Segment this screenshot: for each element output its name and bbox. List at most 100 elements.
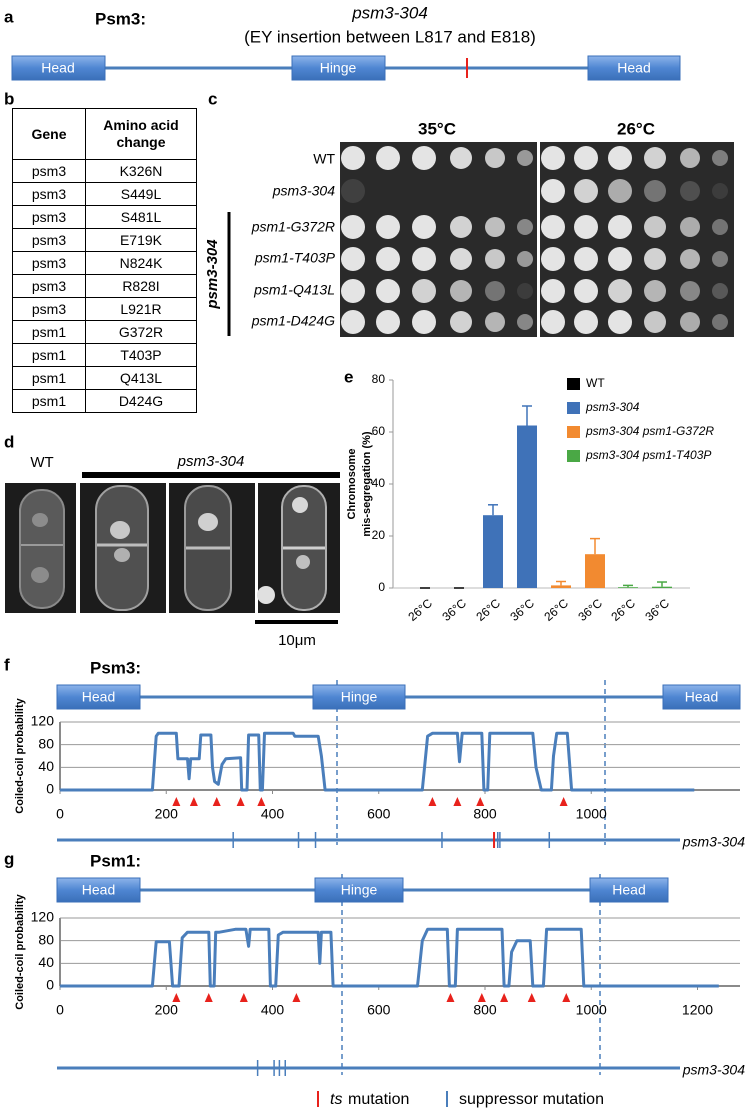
colony-spot bbox=[712, 150, 728, 166]
table-row: psm3 L921R bbox=[12, 297, 197, 321]
colony-spot bbox=[485, 217, 505, 237]
colony-spot bbox=[608, 247, 632, 271]
mutation-arrow bbox=[257, 797, 266, 806]
x-tick-label: 0 bbox=[56, 806, 64, 822]
colony-spot bbox=[574, 310, 598, 334]
y-tick-label: 80 bbox=[38, 735, 54, 751]
y-tick-label: 120 bbox=[31, 713, 55, 729]
mutation-arrow bbox=[477, 993, 486, 1002]
x-tick-label: 1000 bbox=[576, 1002, 607, 1018]
mutation-arrow bbox=[500, 993, 509, 1002]
colony-spot bbox=[341, 215, 365, 239]
colony-spot bbox=[412, 279, 436, 303]
mutation-arrow bbox=[476, 797, 485, 806]
colony-spot bbox=[541, 279, 565, 303]
colony-spot bbox=[644, 180, 666, 202]
x-tick-label: 36°C bbox=[507, 596, 537, 624]
panel-label: b bbox=[4, 89, 14, 108]
legend-swatch bbox=[567, 378, 580, 390]
legend-swatch bbox=[567, 450, 580, 462]
temperature-label: 26°C bbox=[617, 119, 655, 138]
colony-spot bbox=[608, 215, 632, 239]
table-row: psm3 S481L bbox=[12, 205, 197, 229]
protein-name: Psm1: bbox=[90, 851, 141, 870]
image-label: psm3-304 bbox=[177, 453, 245, 470]
bar bbox=[483, 515, 503, 588]
table-cell: psm3 bbox=[12, 251, 86, 275]
x-tick-label: 200 bbox=[155, 1002, 179, 1018]
coiled-coil-line bbox=[60, 927, 719, 988]
colony-spot bbox=[517, 251, 533, 267]
x-tick-label: 800 bbox=[473, 806, 497, 822]
mutation-arrow bbox=[172, 993, 181, 1002]
y-tick-label: 0 bbox=[46, 977, 54, 993]
error-bar bbox=[657, 581, 667, 587]
table-row: psm3 E719K bbox=[12, 228, 197, 252]
table-cell: G372R bbox=[85, 320, 197, 344]
domain-box bbox=[314, 877, 404, 903]
strain-label: WT bbox=[313, 151, 335, 167]
mutation-arrow bbox=[236, 797, 245, 806]
plate-image bbox=[540, 142, 734, 337]
domain-box bbox=[312, 684, 406, 710]
colony-spot bbox=[574, 279, 598, 303]
header-cell: Amino acid change bbox=[85, 108, 197, 160]
colony-spot bbox=[644, 248, 666, 270]
y-tick-label: 120 bbox=[31, 909, 55, 925]
x-tick-label: 36°C bbox=[439, 596, 469, 624]
y-tick-label: 40 bbox=[38, 954, 54, 970]
table-cell: S449L bbox=[85, 182, 197, 206]
x-tick-label: 400 bbox=[261, 1002, 285, 1018]
table-cell: D424G bbox=[85, 389, 197, 413]
strain-label: psm1-D424G bbox=[251, 313, 335, 329]
table-cell: psm3 bbox=[12, 205, 86, 229]
legend-swatch bbox=[567, 426, 580, 438]
colony-spot bbox=[541, 146, 565, 170]
colony-spot bbox=[574, 179, 598, 203]
bar bbox=[551, 585, 571, 588]
table-cell: psm3 bbox=[12, 159, 86, 183]
domain-box bbox=[11, 55, 106, 81]
colony-spot bbox=[680, 281, 700, 301]
table-row: psm3 K326N bbox=[12, 159, 197, 183]
colony-spot bbox=[412, 247, 436, 271]
coiled-coil-line bbox=[60, 731, 695, 792]
legend-label: suppressor mutation bbox=[459, 1091, 604, 1108]
colony-spot bbox=[341, 310, 365, 334]
y-axis-label: Coiled-coil probability bbox=[14, 697, 26, 813]
legend-label: mutation bbox=[348, 1091, 409, 1108]
colony-spot bbox=[541, 179, 565, 203]
domain-label: Hinge bbox=[341, 882, 378, 898]
colony-spot bbox=[376, 310, 400, 334]
table-cell: psm1 bbox=[12, 343, 86, 367]
x-tick-label: 0 bbox=[56, 1002, 64, 1018]
mutation-arrow bbox=[428, 797, 437, 806]
scale-bar-label: 10μm bbox=[278, 632, 316, 649]
x-tick-label: 26°C bbox=[608, 596, 638, 624]
mutation-arrow bbox=[527, 993, 536, 1002]
colony-spot bbox=[644, 147, 666, 169]
colony-spot bbox=[412, 146, 436, 170]
bar bbox=[585, 554, 605, 588]
colony-spot bbox=[644, 216, 666, 238]
legend-label: WT bbox=[586, 376, 605, 390]
domain-label: Head bbox=[685, 689, 718, 705]
legend-swatch bbox=[567, 402, 580, 414]
panel-label: d bbox=[4, 432, 14, 451]
colony-spot bbox=[450, 280, 472, 302]
table-cell: S481L bbox=[85, 205, 197, 229]
colony-spot bbox=[517, 314, 533, 330]
mutation-arrow bbox=[453, 797, 462, 806]
x-tick-label: 36°C bbox=[642, 596, 672, 624]
table-cell: psm1 bbox=[12, 320, 86, 344]
legend-label: psm3-304 psm1-G372R bbox=[585, 424, 714, 438]
y-tick-label: 80 bbox=[372, 372, 386, 386]
domain-label: Hinge bbox=[320, 60, 357, 76]
colony-spot bbox=[644, 280, 666, 302]
colony-spot bbox=[644, 311, 666, 333]
image-label: WT bbox=[30, 454, 53, 471]
colony-spot bbox=[680, 217, 700, 237]
temperature-label: 35°C bbox=[418, 119, 456, 138]
y-tick-label: 0 bbox=[378, 580, 385, 594]
